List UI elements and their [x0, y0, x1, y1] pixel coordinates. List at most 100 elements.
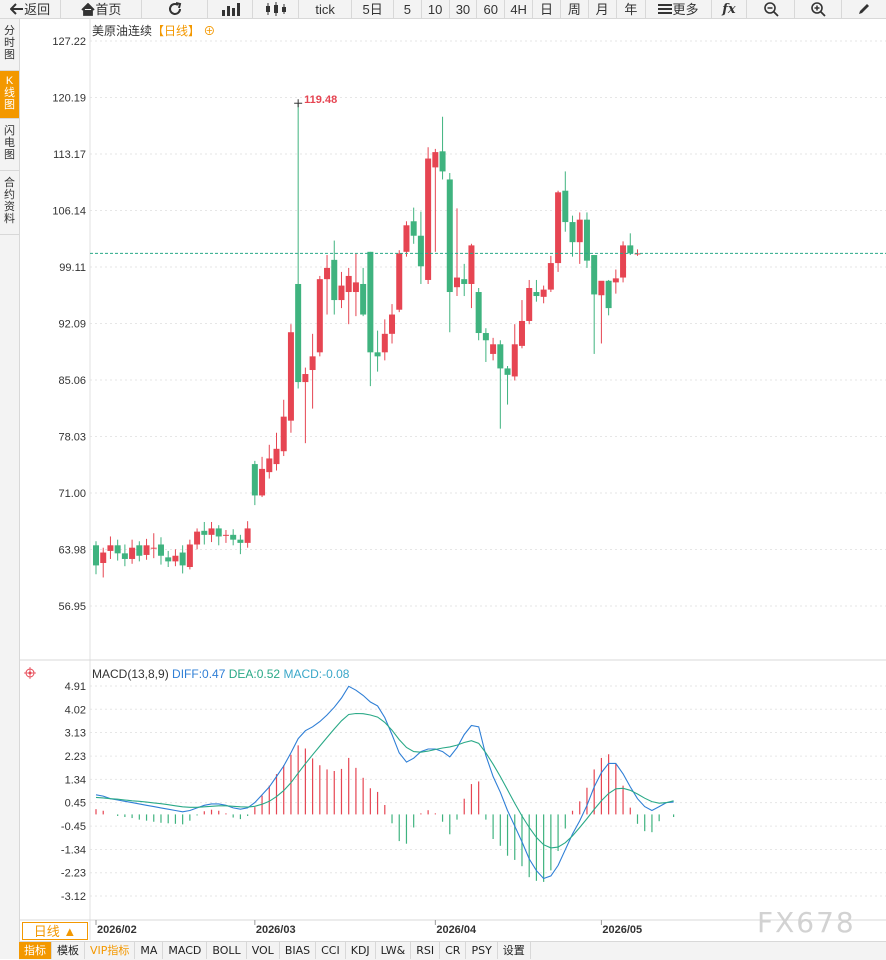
candle-body — [309, 356, 316, 371]
sidebar-item-label: 分时图 — [4, 25, 15, 61]
period-60min[interactable]: 60 — [477, 0, 506, 18]
price-tick-label: 85.06 — [58, 375, 86, 387]
period-10min[interactable]: 10 — [422, 0, 450, 18]
sidebar-item-flash[interactable]: 闪电图 — [0, 119, 19, 171]
candle-body — [562, 190, 569, 223]
period-week[interactable]: 周 — [561, 0, 589, 18]
macd-tick-label: 0.45 — [65, 798, 86, 810]
candlestick-icon — [265, 2, 286, 16]
zoom-in-button[interactable] — [795, 0, 843, 18]
candle-body — [360, 283, 367, 315]
tab-cci[interactable]: CCI — [316, 942, 346, 959]
candle-body — [583, 219, 590, 261]
macd-settings-icon[interactable] — [24, 667, 36, 679]
add-circle-icon[interactable]: ⊕ — [203, 24, 216, 38]
date-label: 2026/05 — [602, 924, 642, 936]
diff-value: DIFF:0.47 — [172, 667, 226, 681]
function-icon: fx — [722, 1, 736, 17]
candle-body — [504, 368, 511, 375]
draw-button[interactable] — [842, 0, 886, 18]
sidebar-item-label: 合约资料 — [4, 177, 15, 225]
candle-body — [439, 151, 446, 172]
macd-tick-label: 1.34 — [65, 774, 86, 786]
macd-tick-label: 4.91 — [65, 681, 86, 693]
refresh-button[interactable] — [142, 0, 208, 18]
period-day[interactable]: 日 — [533, 0, 561, 18]
candle-body — [432, 152, 439, 168]
home-button[interactable]: 首页 — [61, 0, 143, 18]
tab-template[interactable]: 模板 — [52, 942, 85, 959]
date-label: 2026/02 — [97, 924, 137, 936]
candle-body — [208, 528, 215, 535]
chart-title: 美原油连续【日线】 ⊕ — [92, 22, 215, 39]
candle-body — [468, 245, 475, 284]
tab-ma[interactable]: MA — [135, 942, 164, 959]
candle-body — [244, 528, 251, 543]
sidebar-item-contract[interactable]: 合约资料 — [0, 171, 19, 235]
chart-type-button[interactable] — [208, 0, 254, 18]
zoom-in-icon — [811, 2, 826, 17]
tab-cr[interactable]: CR — [440, 942, 467, 959]
candle-body — [627, 245, 634, 254]
tab-boll[interactable]: BOLL — [207, 942, 247, 959]
tab-vip-indicator[interactable]: VIP指标 — [85, 942, 136, 959]
zoom-out-button[interactable] — [747, 0, 795, 18]
candle-body — [179, 552, 186, 566]
period-year[interactable]: 年 — [617, 0, 647, 18]
candle-type-button[interactable] — [253, 0, 299, 18]
period-month[interactable]: 月 — [589, 0, 617, 18]
home-label: 首页 — [95, 1, 122, 17]
tab-lw[interactable]: LW& — [376, 942, 412, 959]
macd-tick-label: 4.02 — [65, 704, 86, 716]
candle-body — [518, 320, 525, 346]
period-selector[interactable]: 日线 ▲ — [22, 922, 88, 940]
high-marker-label: 119.48 — [304, 94, 337, 106]
more-button[interactable]: 更多 — [646, 0, 712, 18]
back-arrow-icon — [10, 3, 24, 15]
home-icon — [81, 2, 96, 16]
period-30min[interactable]: 30 — [450, 0, 478, 18]
instrument-name: 美原油连续 — [92, 24, 153, 38]
dea-line — [95, 712, 674, 849]
tab-macd[interactable]: MACD — [163, 942, 208, 959]
tick-button[interactable]: tick — [299, 0, 353, 18]
tab-kdj[interactable]: KDJ — [346, 942, 376, 959]
candle-body — [482, 333, 489, 341]
period-5day[interactable]: 5日 — [352, 0, 394, 18]
price-tick-label: 71.00 — [58, 488, 86, 500]
macd-tick-label: -3.12 — [61, 891, 86, 903]
candle-body — [107, 545, 114, 551]
price-tick-label: 63.98 — [58, 544, 86, 556]
candle-body — [237, 539, 244, 543]
price-tick-label: 127.22 — [52, 36, 86, 48]
candle-body — [620, 245, 627, 278]
back-button[interactable]: 返回 — [0, 0, 62, 18]
period-4h[interactable]: 4H — [505, 0, 534, 18]
more-label: 更多 — [672, 1, 699, 17]
zoom-out-icon — [763, 2, 779, 17]
candle-body — [157, 544, 164, 556]
candle-body — [143, 545, 150, 555]
period-5min[interactable]: 5 — [394, 0, 422, 18]
candle-body — [287, 332, 294, 421]
candle-body — [374, 352, 381, 357]
tab-vol[interactable]: VOL — [247, 942, 280, 959]
tab-rsi[interactable]: RSI — [411, 942, 441, 959]
macd-value: MACD:-0.08 — [283, 667, 350, 681]
candle-body — [165, 557, 172, 562]
candle-body — [403, 225, 410, 252]
date-label: 2026/03 — [256, 924, 296, 936]
tab-bias[interactable]: BIAS — [280, 942, 317, 959]
tab-psy[interactable]: PSY — [466, 942, 498, 959]
indicator-tabs: 指标 模板 VIP指标 MA MACD BOLL VOL BIAS CCI KD… — [19, 941, 886, 960]
candle-body — [598, 280, 605, 296]
candle-body — [316, 279, 323, 353]
candle-body — [295, 283, 302, 383]
formula-button[interactable]: fx — [712, 0, 748, 18]
tab-indicator[interactable]: 指标 — [19, 942, 52, 959]
sidebar-item-timeshare[interactable]: 分时图 — [0, 19, 19, 71]
price-tick-label: 56.95 — [58, 601, 86, 613]
tab-settings[interactable]: 设置 — [498, 942, 531, 959]
